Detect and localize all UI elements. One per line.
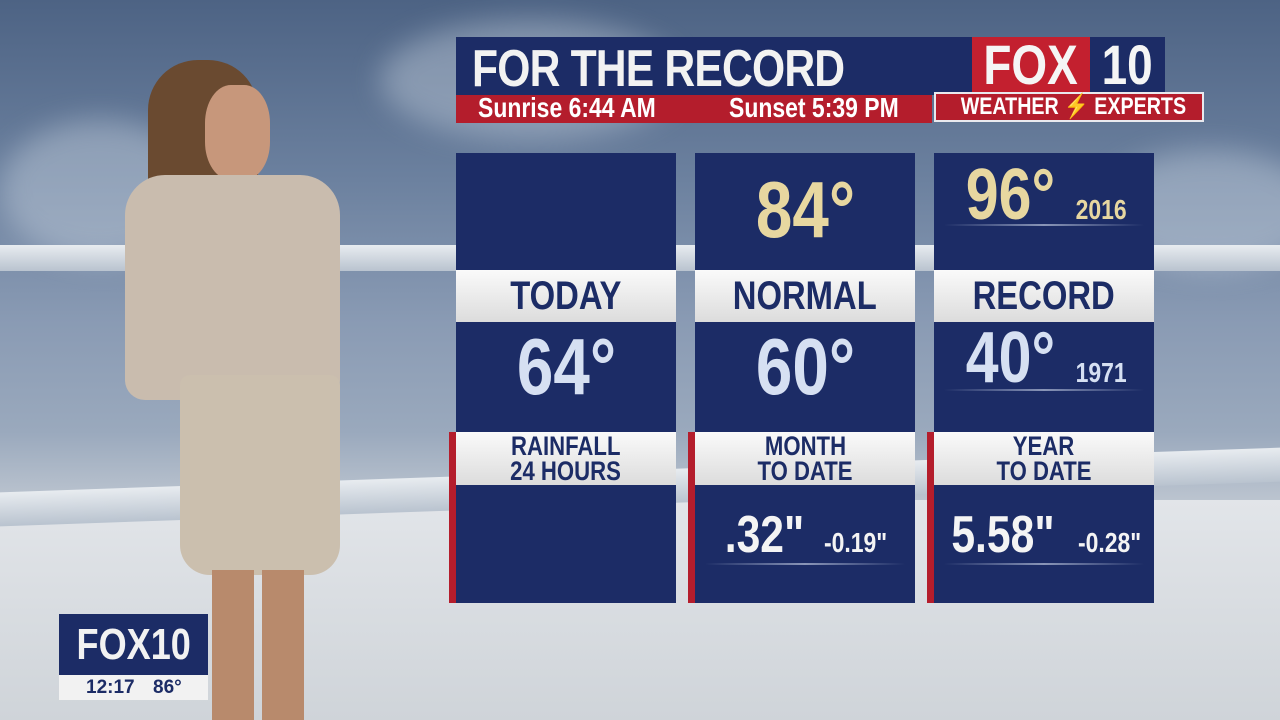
weather-experts-badge: WEATHER ⚡ EXPERTS [934, 92, 1204, 122]
bug-temp: 86° [153, 677, 182, 698]
divider [944, 563, 1144, 565]
precip-label: MONTH TO DATE [695, 432, 915, 485]
precip-departure: -0.28" [1077, 527, 1141, 558]
title-bar: FOR THE RECORD [456, 37, 972, 98]
red-accent [688, 432, 695, 603]
record-high-year: 2016 [1075, 194, 1127, 225]
top-panel: 84° [695, 153, 915, 270]
precip-departure: -0.19" [824, 527, 888, 558]
sunset-text: Sunset 5:39 PM [729, 92, 899, 123]
column-label: NORMAL [695, 270, 915, 322]
today-column: TODAY 64° RAINFALL 24 HOURS [449, 153, 676, 603]
record-low-year: 1971 [1075, 357, 1127, 388]
record-low: 40° [965, 318, 1056, 398]
divider [944, 389, 1144, 391]
top-panel [456, 153, 676, 270]
divider [705, 563, 905, 565]
red-accent [449, 432, 456, 603]
normal-column: 84° NORMAL 60° MONTH TO DATE .32" -0.19" [688, 153, 915, 603]
precip-value: 5.58" [951, 506, 1055, 564]
temp-value: 64° [516, 322, 616, 411]
tagline-right: EXPERTS [1094, 93, 1187, 120]
temp-panel: 60° [695, 322, 915, 432]
precip-value: .32" [724, 506, 804, 564]
normal-low: 60° [755, 322, 855, 411]
divider [944, 224, 1144, 226]
station-bug: FOX10 12:17 86° [59, 614, 208, 700]
fox-logo: FOX [972, 37, 1090, 93]
column-label: RECORD [934, 270, 1154, 322]
record-column: 96° 2016 RECORD 40° 1971 YEAR TO DATE 5.5… [927, 153, 1154, 603]
sunrise-text: Sunrise 6:44 AM [478, 92, 656, 123]
bug-time: 12:17 [86, 677, 135, 698]
lightning-bolt-icon: ⚡ [1064, 93, 1089, 120]
normal-high: 84° [755, 165, 855, 254]
page-title: FOR THE RECORD [472, 40, 845, 98]
top-panel: 96° 2016 [934, 153, 1154, 270]
sun-times-bar: Sunrise 6:44 AM Sunset 5:39 PM [456, 92, 932, 123]
column-label: TODAY [456, 270, 676, 322]
precip-label: YEAR TO DATE [934, 432, 1154, 485]
precip-panel [456, 485, 676, 603]
temp-panel: 40° 1971 [934, 322, 1154, 432]
record-high: 96° [965, 155, 1056, 235]
bug-logo: FOX10 [59, 614, 208, 675]
precip-label: RAINFALL 24 HOURS [456, 432, 676, 485]
precip-panel: .32" -0.19" [695, 485, 915, 603]
channel-number: 10 [1090, 37, 1165, 93]
tagline-left: WEATHER [960, 93, 1059, 120]
temp-panel: 64° [456, 322, 676, 432]
precip-panel: 5.58" -0.28" [934, 485, 1154, 603]
red-accent [927, 432, 934, 603]
